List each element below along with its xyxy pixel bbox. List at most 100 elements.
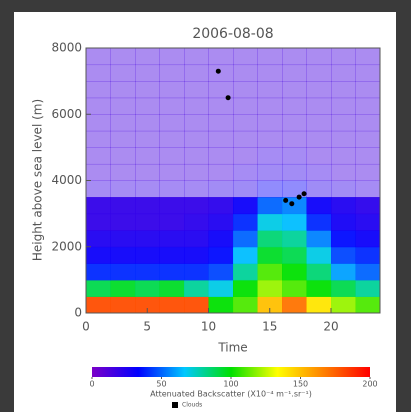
heatmap-cell	[184, 130, 209, 148]
heatmap-cell	[233, 197, 258, 215]
heatmap-cell	[233, 213, 258, 231]
heatmap-cell	[331, 180, 356, 198]
heatmap-cell	[86, 48, 111, 66]
heatmap-cell	[233, 114, 258, 132]
heatmap-cell	[159, 246, 185, 264]
heatmap-cell	[257, 130, 283, 148]
heatmap-cell	[331, 114, 356, 132]
heatmap-cell	[306, 296, 332, 314]
heatmap-cell	[282, 296, 307, 314]
heatmap-cell	[135, 114, 160, 132]
heatmap-cell	[355, 246, 381, 264]
heatmap-cell	[306, 180, 332, 198]
colorbar-tick-label: 50	[156, 380, 166, 389]
heatmap-cell	[208, 147, 234, 165]
heatmap-cell	[331, 97, 356, 115]
heatmap-cell	[159, 81, 185, 99]
heatmap-cell	[110, 64, 136, 82]
heatmap-cell	[208, 130, 234, 148]
heatmap-cell	[233, 48, 258, 66]
x-tick-label: 20	[323, 320, 338, 334]
cloud-point	[301, 191, 307, 197]
heatmap-cell	[331, 48, 356, 66]
heatmap-cell	[257, 263, 283, 281]
heatmap-cell	[86, 263, 111, 281]
cloud-point	[296, 194, 302, 200]
heatmap-cell	[306, 147, 332, 165]
heatmap-cell	[331, 246, 356, 264]
heatmap-cell	[306, 263, 332, 281]
heatmap-cell	[233, 64, 258, 82]
heatmap-cell	[282, 64, 307, 82]
heatmap-cell	[110, 246, 136, 264]
heatmap-cell	[110, 81, 136, 99]
heatmap-cell	[135, 48, 160, 66]
heatmap-cell	[208, 246, 234, 264]
heatmap-cell	[184, 263, 209, 281]
heatmap-cell	[233, 246, 258, 264]
heatmap-cell	[86, 130, 111, 148]
heatmap-cell	[184, 81, 209, 99]
heatmap-cell	[159, 279, 185, 297]
heatmap-cell	[110, 48, 136, 66]
heatmap-cell	[86, 97, 111, 115]
heatmap-cell	[257, 213, 283, 231]
heatmap-cell	[282, 114, 307, 132]
heatmap-cell	[135, 163, 160, 181]
heatmap-cell	[306, 114, 332, 132]
heatmap-cell	[257, 180, 283, 198]
heatmap-cell	[208, 263, 234, 281]
heatmap-cell	[257, 64, 283, 82]
heatmap-cell	[355, 97, 381, 115]
heatmap-cell	[355, 81, 381, 99]
heatmap-cell	[282, 163, 307, 181]
heatmap-cell	[135, 197, 160, 215]
heatmap-cell	[86, 180, 111, 198]
heatmap-cell	[208, 213, 234, 231]
heatmap-cell	[184, 147, 209, 165]
heatmap-cell	[184, 246, 209, 264]
heatmap-cell	[110, 147, 136, 165]
heatmap-cell	[86, 279, 111, 297]
colorbar-tick-label: 200	[362, 380, 377, 389]
heatmap-cell	[184, 114, 209, 132]
heatmap-cell	[208, 48, 234, 66]
heatmap-cell	[257, 48, 283, 66]
heatmap-cell	[306, 230, 332, 248]
heatmap-cell	[331, 197, 356, 215]
heatmap-cell	[282, 263, 307, 281]
heatmap-cell	[159, 114, 185, 132]
heatmap-cell	[257, 114, 283, 132]
heatmap-cell	[184, 64, 209, 82]
heatmap-cell	[282, 97, 307, 115]
heatmap-cell	[331, 147, 356, 165]
heatmap-cell	[184, 48, 209, 66]
heatmap-cell	[257, 197, 283, 215]
heatmap-cell	[306, 97, 332, 115]
heatmap-cell	[306, 48, 332, 66]
heatmap-cell	[110, 114, 136, 132]
heatmap-cell	[110, 163, 136, 181]
heatmap-cell	[110, 180, 136, 198]
chart-title: 2006-08-08	[192, 26, 273, 42]
heatmap-cell	[135, 213, 160, 231]
heatmap-cell	[233, 180, 258, 198]
cloud-point	[225, 95, 231, 101]
heatmap-cell	[208, 114, 234, 132]
legend-swatch	[172, 402, 178, 408]
heatmap-cell	[135, 279, 160, 297]
y-axis-label: Height above sea level (m)	[31, 99, 45, 261]
heatmap-cell	[159, 97, 185, 115]
heatmap-cell	[86, 246, 111, 264]
heatmap-cell	[282, 230, 307, 248]
heatmap-cell	[135, 97, 160, 115]
heatmap-cell	[110, 296, 136, 314]
heatmap-cell	[159, 213, 185, 231]
heatmap-cell	[257, 97, 283, 115]
heatmap-cell	[355, 230, 381, 248]
colorbar	[92, 367, 370, 377]
heatmap-cell	[306, 197, 332, 215]
heatmap-cell	[282, 279, 307, 297]
heatmap-cell	[233, 230, 258, 248]
